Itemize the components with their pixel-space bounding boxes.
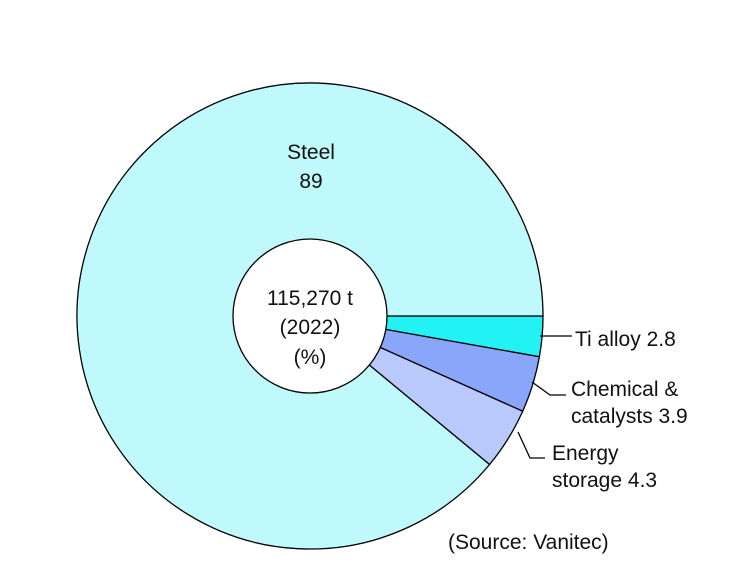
slice-label-ti-alloy-name: Ti alloy [575, 328, 641, 351]
slice-label-chemical-value: 3.9 [659, 405, 688, 428]
slice-label-steel-name: Steel [287, 141, 335, 164]
svg-text:catalysts 3.9: catalysts 3.9 [571, 405, 688, 428]
slice-label-chemical-name: Chemical & [571, 378, 678, 401]
slice-label-ti-alloy-value: 2.8 [647, 328, 676, 351]
svg-text:storage 4.3: storage 4.3 [552, 469, 657, 492]
slice-label-chemical-name2: catalysts [571, 405, 653, 428]
leader-line-chemical [531, 381, 566, 396]
center-year-label: (2022) [280, 316, 341, 339]
slice-label-energy-name: Energy [552, 442, 619, 465]
donut-hole [232, 238, 388, 394]
slice-label-energy-value: 4.3 [628, 469, 657, 492]
svg-text:Ti alloy 2.8: Ti alloy 2.8 [575, 328, 676, 351]
center-unit-label: (%) [294, 346, 327, 369]
leader-line-energy [517, 431, 545, 459]
slice-label-steel-value: 89 [299, 170, 322, 193]
slice-label-energy-name2: storage [552, 469, 622, 492]
source-note: (Source: Vanitec) [448, 531, 609, 554]
center-total-label: 115,270 t [267, 287, 353, 310]
